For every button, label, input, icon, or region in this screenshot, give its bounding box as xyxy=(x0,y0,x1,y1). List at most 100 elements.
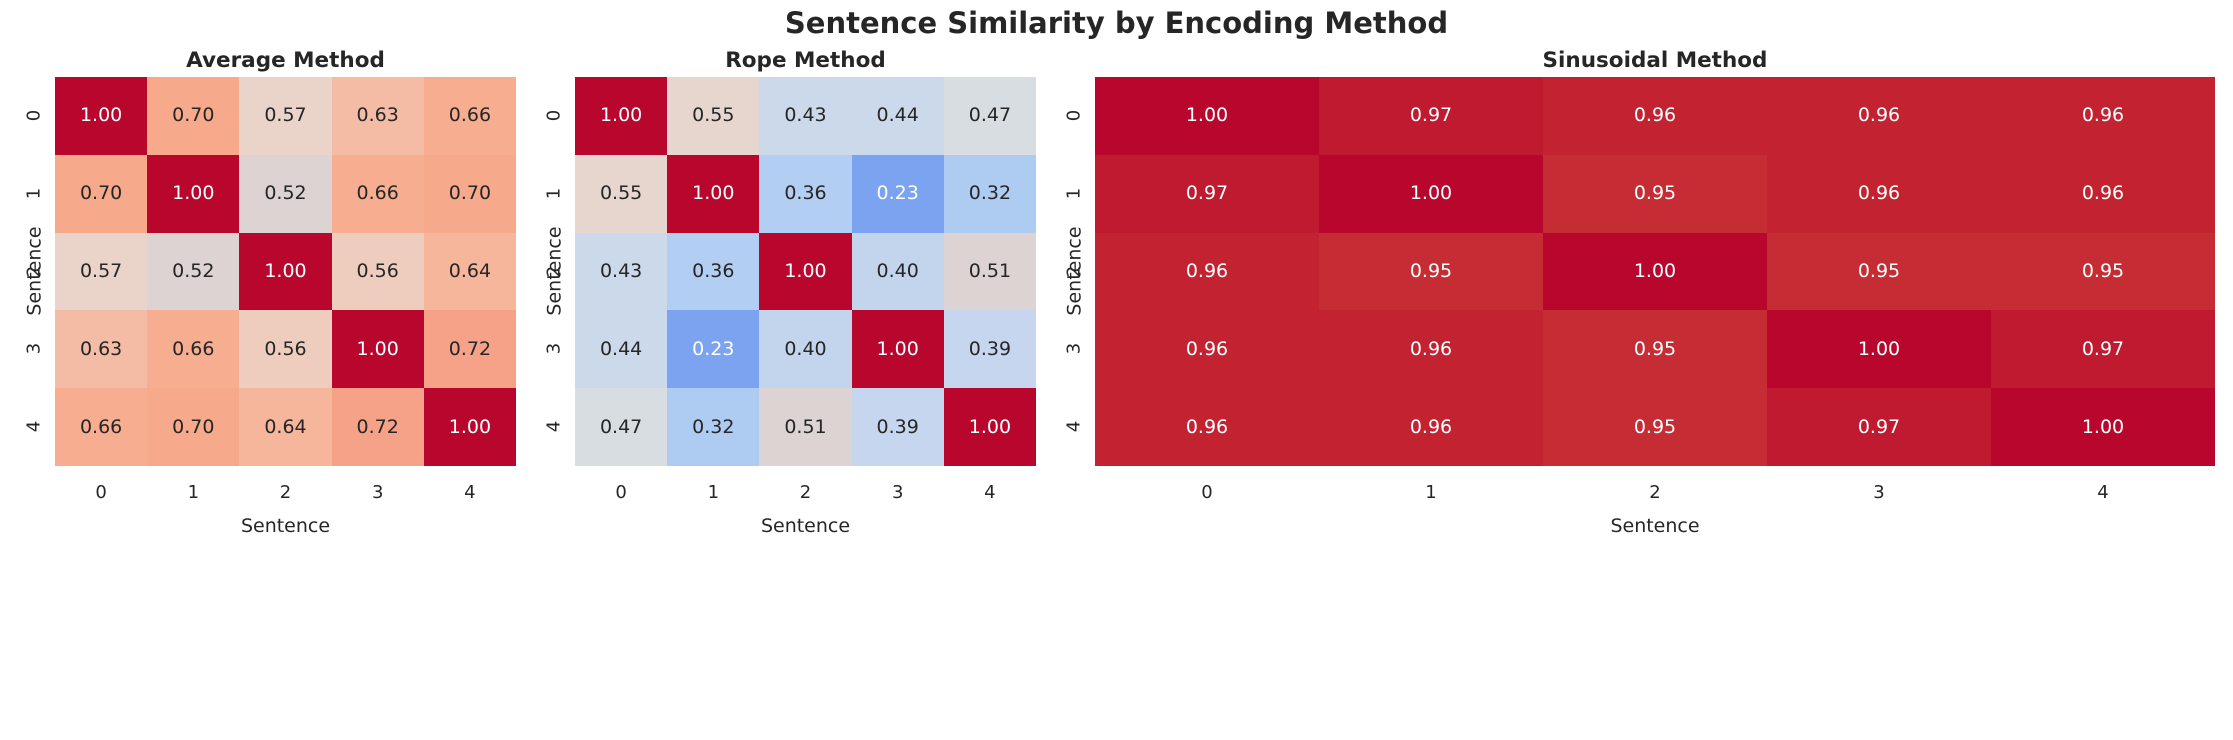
heatmap-cell-sinusoidal-4-1: 0.96 xyxy=(1319,388,1543,466)
heatmap-cell-sinusoidal-2-3: 0.95 xyxy=(1767,232,1991,311)
x-tick-sinusoidal-1: 1 xyxy=(1425,482,1437,503)
heatmap-grid-rope: 1.00 0.55 0.43 0.44 0.47 0.55 1.00 0.36 0.23 0.32… xyxy=(575,77,1036,466)
heatmap-cell-rope-3-2: 0.40 xyxy=(759,310,852,389)
y-tick-average-4: 4 xyxy=(23,420,45,433)
heatmap-cell-rope-2-0: 0.43 xyxy=(575,232,668,311)
y-tick-labels-average: 0 1 2 3 4 xyxy=(17,77,51,466)
x-tick-rope-0: 0 xyxy=(615,482,627,503)
heatmap-cell-average-4-4: 1.00 xyxy=(423,388,516,466)
heatmap-cell-average-0-1: 0.70 xyxy=(147,77,240,155)
y-tick-average-1: 1 xyxy=(23,187,45,199)
heatmap-grid-average: 1.00 0.70 0.57 0.63 0.66 0.70 1.00 0.52 0.66 0.70… xyxy=(55,77,516,466)
heatmap-cell-average-2-4: 0.64 xyxy=(423,232,516,311)
heatmap-cell-sinusoidal-3-4: 0.97 xyxy=(1991,310,2215,389)
heatmap-cell-average-0-4: 0.66 xyxy=(423,77,516,155)
y-tick-rope-1: 1 xyxy=(543,187,565,199)
heatmap-cell-sinusoidal-0-3: 0.96 xyxy=(1767,77,1991,155)
x-tick-average-3: 3 xyxy=(371,482,384,503)
heatmap-cell-sinusoidal-0-1: 0.97 xyxy=(1319,77,1543,155)
heatmap-cell-sinusoidal-2-0: 0.96 xyxy=(1095,232,1319,311)
heatmap-cell-rope-3-0: 0.44 xyxy=(575,310,668,389)
heatmap-cell-rope-1-0: 0.55 xyxy=(575,154,668,233)
heatmap-cell-average-4-0: 0.66 xyxy=(55,388,148,466)
heatmap-grid-sinusoidal: 1.00 0.97 0.96 0.96 0.96 0.97 1.00 0.95 0.96 0.96… xyxy=(1095,77,2215,466)
figure-suptitle: Sentence Similarity by Encoding Method xyxy=(784,6,1449,40)
heatmap-cell-rope-4-2: 0.51 xyxy=(759,388,852,466)
heatmap-cell-rope-4-1: 0.32 xyxy=(667,388,760,466)
heatmap-cell-average-3-2: 0.56 xyxy=(239,310,332,389)
heatmap-cell-rope-4-0: 0.47 xyxy=(575,388,668,466)
y-tick-sinusoidal-1: 1 xyxy=(1063,187,1085,199)
heatmap-cell-average-3-0: 0.63 xyxy=(55,310,148,389)
heatmap-cell-average-1-3: 0.66 xyxy=(331,154,424,233)
y-tick-sinusoidal-4: 4 xyxy=(1063,420,1085,433)
heatmap-cell-average-0-3: 0.63 xyxy=(331,77,424,155)
heatmap-cell-average-3-3: 1.00 xyxy=(331,310,424,389)
y-tick-average-0: 0 xyxy=(23,109,45,122)
panel-title-sinusoidal: Sinusoidal Method xyxy=(1542,48,1768,73)
heatmap-cell-average-1-4: 0.70 xyxy=(423,154,516,233)
heatmap-cell-rope-4-4: 1.00 xyxy=(943,388,1036,466)
heatmap-cell-rope-2-3: 0.40 xyxy=(851,232,944,311)
x-tick-sinusoidal-4: 4 xyxy=(2097,482,2109,503)
x-axis-title-average: Sentence xyxy=(240,515,331,537)
y-tick-average-2: 2 xyxy=(23,265,45,277)
heatmap-cell-rope-3-4: 0.39 xyxy=(943,310,1036,389)
heatmap-cell-sinusoidal-1-0: 0.97 xyxy=(1095,154,1319,233)
y-tick-average-3: 3 xyxy=(23,343,45,355)
heatmap-cell-average-2-3: 0.56 xyxy=(331,232,424,311)
heatmap-cell-sinusoidal-1-2: 0.95 xyxy=(1543,154,1767,233)
heatmap-cell-sinusoidal-3-3: 1.00 xyxy=(1767,310,1991,389)
heatmap-cell-average-0-2: 0.57 xyxy=(239,77,332,155)
heatmap-cell-rope-0-1: 0.55 xyxy=(667,77,760,155)
heatmap-cell-sinusoidal-3-1: 0.96 xyxy=(1319,310,1543,389)
heatmap-cell-average-2-1: 0.52 xyxy=(147,232,240,311)
heatmap-cell-rope-1-3: 0.23 xyxy=(851,154,944,233)
heatmap-cell-sinusoidal-1-4: 0.96 xyxy=(1991,154,2215,233)
y-tick-rope-4: 4 xyxy=(543,420,565,433)
heatmap-cell-average-4-2: 0.64 xyxy=(239,388,332,466)
heatmap-cell-sinusoidal-4-3: 0.97 xyxy=(1767,388,1991,466)
heatmap-cell-average-3-4: 0.72 xyxy=(423,310,516,389)
x-tick-rope-1: 1 xyxy=(707,482,720,503)
x-tick-rope-2: 2 xyxy=(799,482,812,503)
x-tick-rope-4: 4 xyxy=(984,482,996,503)
heatmap-cell-sinusoidal-3-2: 0.95 xyxy=(1543,310,1767,389)
x-tick-sinusoidal-3: 3 xyxy=(1873,482,1885,503)
y-tick-rope-0: 0 xyxy=(543,109,565,122)
x-tick-rope-3: 3 xyxy=(891,482,904,503)
heatmap-cell-sinusoidal-4-0: 0.96 xyxy=(1095,388,1319,466)
heatmap-cell-average-2-0: 0.57 xyxy=(55,232,148,311)
panel-title-average: Average Method xyxy=(186,48,385,73)
heatmap-cell-rope-2-1: 0.36 xyxy=(667,232,760,311)
x-tick-average-4: 4 xyxy=(464,482,476,503)
y-tick-labels-sinusoidal: 0 1 2 3 4 xyxy=(1057,77,1091,466)
heatmap-cell-sinusoidal-1-1: 1.00 xyxy=(1319,154,1543,233)
heatmap-cell-rope-3-1: 0.23 xyxy=(667,310,760,389)
heatmap-cell-sinusoidal-2-2: 1.00 xyxy=(1543,232,1767,311)
heatmap-cell-sinusoidal-4-4: 1.00 xyxy=(1991,388,2215,466)
y-tick-rope-2: 2 xyxy=(543,265,565,277)
x-axis-title-sinusoidal: Sentence xyxy=(1610,515,1700,537)
heatmap-cell-average-1-2: 0.52 xyxy=(239,154,332,233)
heatmap-cell-rope-0-3: 0.44 xyxy=(851,77,944,155)
heatmap-cell-average-1-0: 0.70 xyxy=(55,154,148,233)
y-tick-sinusoidal-2: 2 xyxy=(1063,265,1085,277)
heatmap-cell-average-4-1: 0.70 xyxy=(147,388,240,466)
heatmap-cell-rope-3-3: 1.00 xyxy=(851,310,944,389)
x-axis-title-rope: Sentence xyxy=(760,515,851,537)
heatmap-cell-sinusoidal-0-2: 0.96 xyxy=(1543,77,1767,155)
x-tick-average-1: 1 xyxy=(187,482,200,503)
heatmap-cell-rope-2-2: 1.00 xyxy=(759,232,852,311)
panel-title-rope: Rope Method xyxy=(725,48,886,73)
heatmap-cell-rope-4-3: 0.39 xyxy=(851,388,944,466)
heatmap-cell-sinusoidal-2-4: 0.95 xyxy=(1991,232,2215,311)
heatmap-cell-sinusoidal-2-1: 0.95 xyxy=(1319,232,1543,311)
heatmap-cell-rope-1-2: 0.36 xyxy=(759,154,852,233)
x-tick-sinusoidal-2: 2 xyxy=(1649,482,1661,503)
heatmap-cell-rope-0-2: 0.43 xyxy=(759,77,852,155)
heatmap-cell-sinusoidal-4-2: 0.95 xyxy=(1543,388,1767,466)
heatmap-cell-rope-1-4: 0.32 xyxy=(943,154,1036,233)
